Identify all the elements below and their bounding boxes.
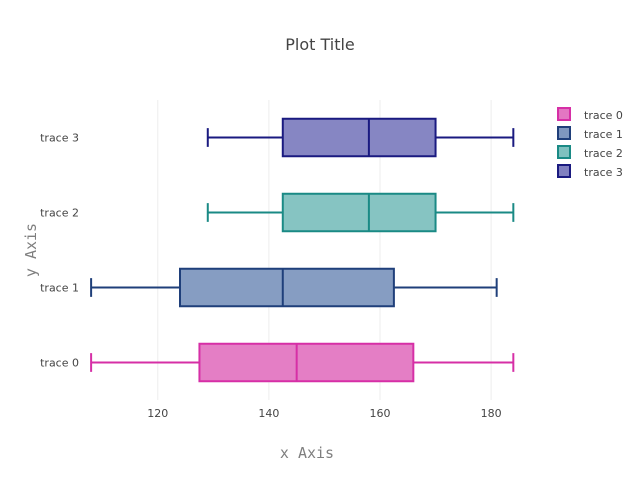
legend-label: trace 3 [584, 166, 623, 179]
legend-item[interactable]: trace 3 [557, 164, 623, 179]
legend-swatch [557, 145, 571, 159]
x-axis-title: x Axis [280, 444, 334, 462]
y-axis-title: y Axis [22, 223, 40, 277]
legend-item[interactable]: trace 0 [557, 107, 623, 122]
x-tick-label: 160 [370, 407, 391, 420]
legend-item[interactable]: trace 1 [557, 126, 623, 141]
legend-swatch [557, 164, 571, 178]
y-tick-label: trace 0 [40, 357, 79, 370]
chart-title: Plot Title [285, 35, 355, 54]
box-iqr[interactable] [198, 342, 415, 383]
box-iqr[interactable] [281, 192, 437, 233]
box-trace-0 [90, 342, 515, 383]
box-trace-2 [206, 192, 515, 233]
y-tick-label: trace 2 [40, 207, 79, 220]
y-tick-label: trace 1 [40, 282, 79, 295]
box-iqr[interactable] [179, 267, 395, 308]
box-iqr[interactable] [281, 117, 437, 158]
y-tick-label: trace 3 [40, 132, 79, 145]
x-tick-label: 180 [481, 407, 502, 420]
legend[interactable]: trace 0 trace 1 trace 2 trace 3 [557, 107, 623, 179]
x-tick-labels: 120 140 160 180 [147, 407, 501, 420]
box-trace-3 [206, 117, 515, 158]
legend-label: trace 0 [584, 109, 623, 122]
x-tick-label: 140 [258, 407, 279, 420]
legend-label: trace 1 [584, 128, 623, 141]
box-trace-1 [90, 267, 498, 308]
y-tick-labels: trace 0 trace 1 trace 2 trace 3 [40, 132, 79, 370]
legend-item[interactable]: trace 2 [557, 145, 623, 160]
legend-swatch [557, 126, 571, 140]
legend-swatch [557, 107, 571, 121]
box-traces [90, 117, 515, 383]
legend-label: trace 2 [584, 147, 623, 160]
x-tick-label: 120 [147, 407, 168, 420]
